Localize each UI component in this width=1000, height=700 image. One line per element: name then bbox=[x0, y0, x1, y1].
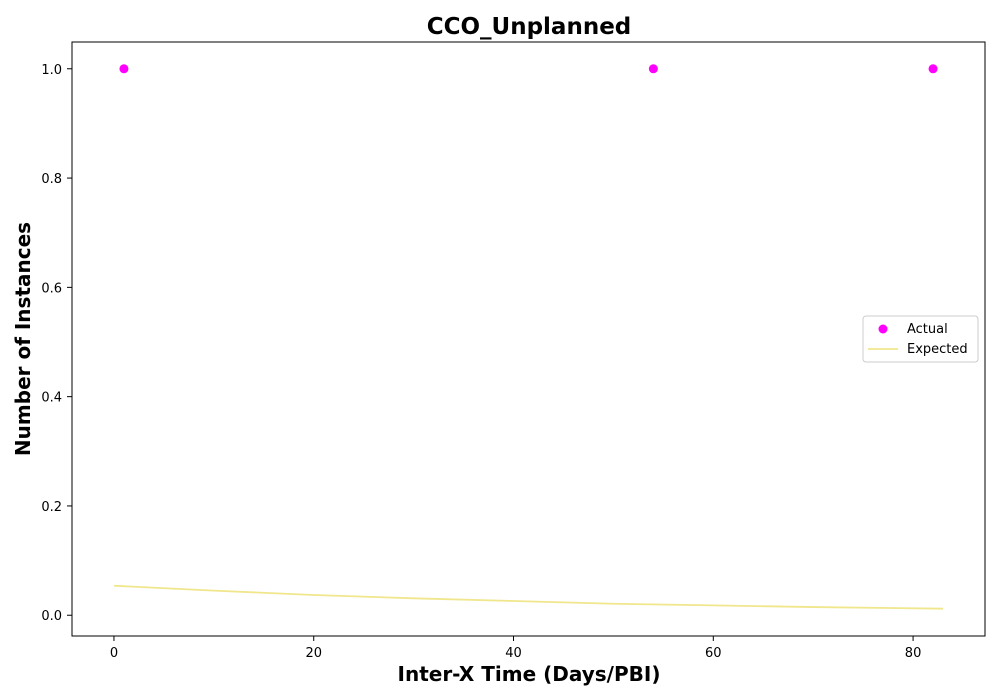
legend-expected-label: Expected bbox=[907, 342, 968, 357]
y-tick-label: 0.0 bbox=[41, 609, 62, 624]
y-axis-label: Number of Instances bbox=[11, 222, 35, 456]
x-axis: 0 20 40 60 80 bbox=[110, 636, 922, 661]
series-layer bbox=[113, 64, 944, 610]
actual-point bbox=[119, 64, 129, 74]
plot-frame bbox=[71, 41, 986, 637]
actual-point bbox=[928, 64, 938, 74]
x-tick-label: 20 bbox=[305, 646, 322, 661]
x-tick-label: 60 bbox=[705, 646, 722, 661]
legend: Actual Expected bbox=[862, 315, 979, 363]
y-tick-label: 0.2 bbox=[41, 500, 62, 515]
expected-line bbox=[113, 584, 944, 610]
legend-actual-label: Actual bbox=[907, 322, 948, 337]
x-tick-label: 80 bbox=[905, 646, 922, 661]
y-tick-label: 0.6 bbox=[41, 281, 62, 296]
legend-box bbox=[862, 315, 979, 363]
chart-title: CCO_Unplanned bbox=[427, 14, 632, 40]
x-tick-label: 0 bbox=[110, 646, 118, 661]
y-tick-label: 1.0 bbox=[41, 63, 62, 78]
actual-point bbox=[648, 64, 658, 74]
y-axis: 0.0 0.2 0.4 0.6 0.8 1.0 bbox=[41, 63, 72, 624]
y-tick-label: 0.8 bbox=[41, 172, 62, 187]
x-tick-label: 40 bbox=[505, 646, 522, 661]
y-tick-label: 0.4 bbox=[41, 391, 62, 406]
legend-actual-marker bbox=[878, 324, 888, 334]
x-axis-label: Inter-X Time (Days/PBI) bbox=[398, 662, 661, 686]
